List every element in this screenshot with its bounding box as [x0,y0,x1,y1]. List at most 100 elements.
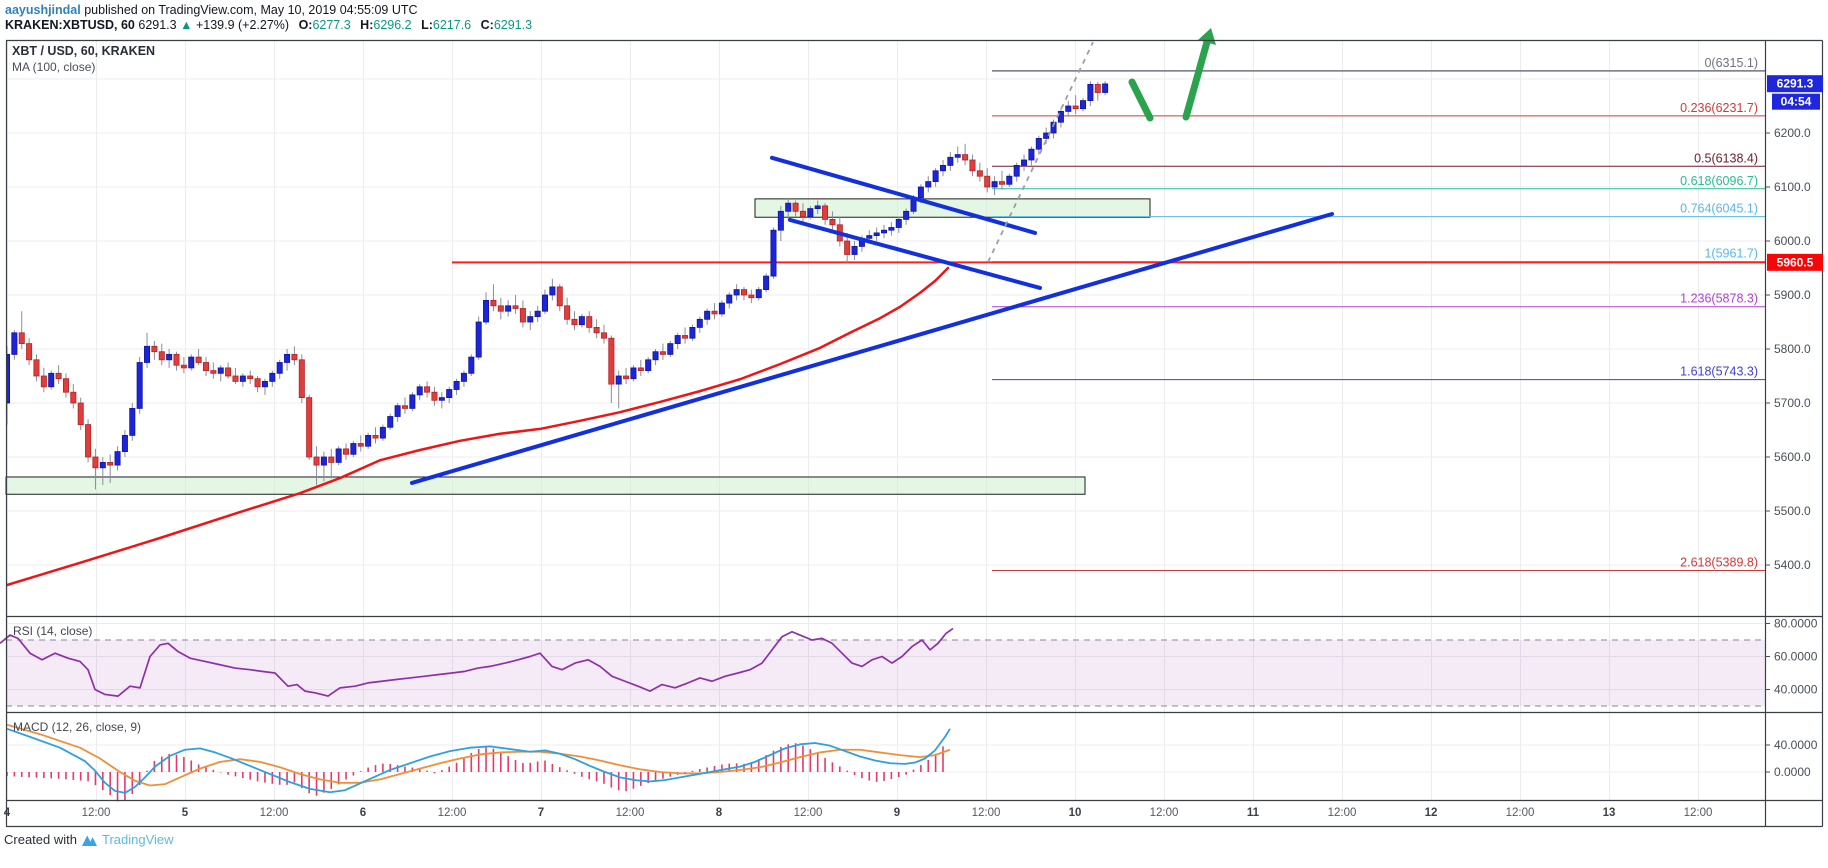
price-axis-label: 5500.0 [1774,504,1811,518]
candle-up [925,181,932,188]
fib-retracement-levels[interactable]: 0(6315.1) 0.236(6231.7) 0.5(6138.4) 0.618(6… [992,56,1765,572]
author-link[interactable]: aayushjindal [5,3,81,17]
candle-up [505,305,512,312]
candle-down [424,386,431,393]
current-price-label-bg [1767,75,1823,93]
candle-up [917,186,924,199]
candle-down [195,356,202,363]
green-arrow-drawing[interactable] [1128,28,1216,122]
candle-down [608,337,615,385]
candle-up [188,356,195,369]
candle-up [1102,83,1109,93]
candle-up [718,302,725,315]
chart-legend-symbol[interactable]: XBT / USD, 60, KRAKEN [12,44,156,58]
time-axis-label: 4 [4,807,11,819]
candle-up [144,345,151,363]
low-label: L: [421,18,433,32]
price-axis-label: 6100.0 [1774,180,1811,194]
candle-up [136,362,143,409]
candle-up [689,326,696,339]
candle-down [62,378,69,393]
candle-down [70,391,77,404]
candle-down [564,305,571,320]
candle-down [26,343,33,361]
candle-up [1021,159,1028,166]
lower-support-zone[interactable] [5,476,1086,495]
macd-axis-label: 40.0000 [1774,738,1818,752]
candle-up [261,380,268,388]
tradingview-brand-link[interactable]: TradingView [101,832,174,847]
candle-up [652,351,659,361]
red-level-label-bg [1767,253,1823,271]
candle-up [99,461,106,469]
candle-up [468,356,475,374]
arrow-segment-down[interactable] [1128,78,1154,122]
arrow-segment-up[interactable] [1182,38,1211,121]
macd-axis-label: 0.0000 [1774,765,1811,779]
chart-legend-ma[interactable]: MA (100, close) [12,60,96,74]
time-axis[interactable]: 4 12:00 5 12:00 6 12:00 7 12:00 8 12:00 9 12:00 10 12… [4,807,1713,819]
candle-up [1006,175,1013,185]
rsi-band [6,640,1765,706]
candle-down [357,443,364,447]
candle-up [991,181,998,188]
grid [6,40,1765,801]
open-value: 6277.3 [312,18,351,32]
candle-up [387,416,394,428]
candle-up [129,407,136,436]
support-zones[interactable] [5,198,1151,495]
candle-down [741,289,748,296]
candle-down [593,326,600,334]
macd-pane[interactable] [6,723,951,802]
time-axis-label: 12:00 [1150,807,1179,819]
candle-down [173,353,180,366]
candle-up [939,164,946,172]
symbol-name[interactable]: KRAKEN:XBTUSD, 60 [5,18,135,32]
fib-label: 1.236(5878.3) [1680,292,1758,306]
main-ascending-trendline[interactable] [410,212,1334,485]
candle-up [785,202,792,212]
arrow-head[interactable] [1198,28,1216,45]
rsi-pane-label[interactable]: RSI (14, close) [13,624,93,638]
candle-down [151,345,158,353]
price-axis-label: 5800.0 [1774,342,1811,356]
candle-down [998,181,1005,185]
time-axis-label: 13 [1603,807,1616,819]
time-axis-label: 12:00 [82,807,111,819]
candle-down [298,359,305,398]
candle-up [630,367,637,380]
candle-down [969,159,976,172]
candle-up [48,372,55,388]
price-axis-label: 5700.0 [1774,396,1811,410]
candle-down [1072,105,1079,110]
candle-down [1094,84,1101,93]
candle-down [623,375,630,380]
channel-lower[interactable] [788,217,1042,290]
candle-up [777,210,784,231]
price-axis[interactable]: 6200.0 6100.0 6000.0 5900.0 5800.0 5700.0 5600… [1765,75,1823,779]
candle-down [490,299,497,307]
candle-down [210,370,217,374]
candle-up [166,353,173,361]
candle-up [667,343,674,355]
candle-up [350,443,357,455]
channel-upper[interactable] [770,155,1037,235]
time-axis-label: 12:00 [972,807,1001,819]
candle-up [881,229,888,234]
candle-up [645,359,652,371]
candle-down [33,359,40,377]
low-value: 6217.6 [432,18,472,32]
macd-pane-label[interactable]: MACD (12, 26, close, 9) [13,720,142,734]
trend-lines[interactable] [410,155,1334,485]
time-axis-label: 7 [538,807,544,819]
fib-label: 0(6315.1) [1704,56,1758,70]
fib-label: 0.236(6231.7) [1680,101,1758,115]
time-axis-label: 9 [894,807,900,819]
price-axis-label: 5400.0 [1774,558,1811,572]
macd-signal-line [6,723,951,787]
rsi-pane[interactable] [0,627,1765,707]
candle-up [733,289,740,296]
dashed-projection-line[interactable] [987,41,1094,263]
candle-up [1057,111,1064,123]
